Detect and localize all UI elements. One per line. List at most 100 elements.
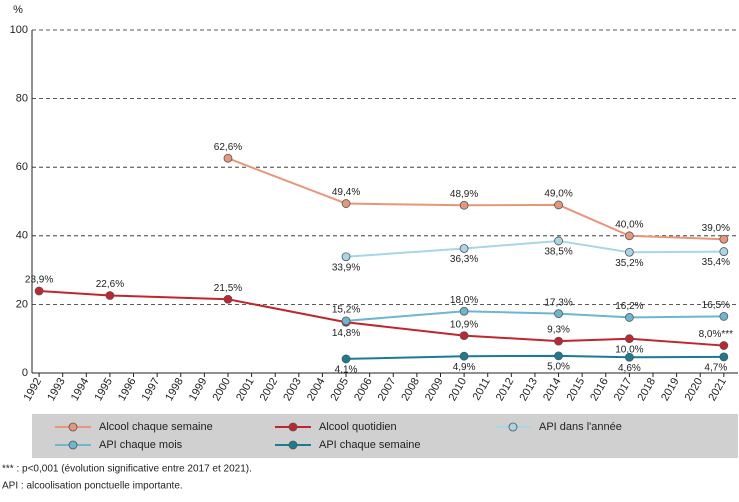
x-tick-label: 2003 <box>281 376 304 403</box>
data-label: 16,5% <box>702 300 730 311</box>
data-point <box>341 316 351 326</box>
x-tick-label: 1995 <box>92 376 115 403</box>
data-point <box>459 351 469 361</box>
data-point <box>341 252 351 262</box>
legend-marker <box>68 422 78 432</box>
x-tick-label: 1999 <box>187 376 210 403</box>
x-tick-label: 2008 <box>399 376 422 403</box>
legend-marker <box>288 440 298 450</box>
legend-label: Alcool chaque semaine <box>99 421 213 433</box>
x-tick-label: 2004 <box>305 376 328 403</box>
data-label: 4,6% <box>618 363 641 374</box>
x-tick-label: 2010 <box>447 376 470 403</box>
data-label: 18,0% <box>450 295 478 306</box>
x-tick-label: 1992 <box>22 376 45 403</box>
data-point <box>459 306 469 316</box>
data-point <box>459 200 469 210</box>
data-point <box>624 247 634 257</box>
data-label: 9,3% <box>547 325 570 336</box>
data-point <box>719 312 729 321</box>
legend-marker <box>288 422 298 432</box>
data-point <box>554 309 563 319</box>
x-tick-label: 1997 <box>140 376 163 403</box>
legend-marker <box>508 422 518 432</box>
legend-label: API chaque semaine <box>319 439 421 451</box>
data-label: 17,3% <box>544 297 572 308</box>
x-tick-label: 2018 <box>635 376 658 403</box>
data-label: 21,5% <box>214 283 242 294</box>
x-tick-label: 1998 <box>163 376 186 403</box>
data-label: 35,2% <box>615 258 643 269</box>
series-line <box>39 290 724 347</box>
data-label: 22,6% <box>96 279 124 290</box>
data-label: 48,9% <box>450 189 478 200</box>
y-tick-label: 20 <box>16 298 28 310</box>
series-line <box>346 354 724 360</box>
series-line <box>227 157 724 241</box>
data-label: 8,0%*** <box>699 329 734 340</box>
x-tick-label: 2013 <box>517 376 540 403</box>
y-tick-label: 0 <box>22 367 28 379</box>
data-point <box>624 352 634 362</box>
data-label: 33,9% <box>332 262 360 273</box>
data-label: 39,0% <box>702 223 730 234</box>
x-tick-label: 1994 <box>69 376 92 403</box>
data-point <box>719 341 729 350</box>
x-tick-label: 1996 <box>116 376 139 403</box>
footnote: API : alcoolisation ponctuelle important… <box>2 481 183 492</box>
x-tick-label: 2020 <box>683 376 706 403</box>
y-tick-label: 80 <box>16 93 28 105</box>
data-label: 35,4% <box>702 257 730 268</box>
data-point <box>459 331 469 341</box>
x-tick-label: 2019 <box>659 376 682 403</box>
x-tick-label: 2005 <box>329 376 352 403</box>
data-label: 4,7% <box>704 363 727 374</box>
y-tick-label: 40 <box>16 230 28 242</box>
x-tick-label: 2006 <box>352 376 375 403</box>
series-line <box>345 239 724 258</box>
y-unit: % <box>13 4 23 16</box>
x-tick-label: 2016 <box>588 376 611 403</box>
series-line <box>345 310 724 322</box>
data-label: 62,6% <box>214 142 242 153</box>
x-tick-label: 2007 <box>376 376 399 403</box>
y-tick-label: 100 <box>10 24 28 36</box>
data-point <box>624 231 634 241</box>
legend-box <box>32 414 738 458</box>
data-label: 14,8% <box>332 328 360 339</box>
legend-label: API dans l'année <box>539 421 622 433</box>
data-label: 36,3% <box>450 254 478 265</box>
data-label: 10,0% <box>615 344 643 355</box>
data-label: 49,4% <box>332 187 360 198</box>
data-label: 49,0% <box>544 189 572 200</box>
x-tick-label: 2014 <box>541 376 564 403</box>
data-label: 10,9% <box>450 319 478 330</box>
data-label: 38,5% <box>544 247 572 258</box>
data-point <box>341 354 351 364</box>
data-label: 4,1% <box>335 365 358 376</box>
data-point <box>554 351 563 361</box>
x-tick-label: 2002 <box>258 376 281 403</box>
data-label: 15,2% <box>332 305 360 316</box>
data-point <box>105 291 115 300</box>
data-label: 5,0% <box>547 361 570 372</box>
data-label: 4,9% <box>453 362 476 373</box>
data-point <box>554 336 563 346</box>
data-point <box>554 200 563 210</box>
x-tick-label: 2012 <box>494 376 517 403</box>
data-point <box>554 236 563 246</box>
data-point <box>341 199 351 208</box>
data-label: 23,9% <box>25 275 53 286</box>
data-point <box>34 286 44 296</box>
data-label: 40,0% <box>615 219 643 230</box>
x-tick-label: 2021 <box>706 376 729 403</box>
legend-label: Alcool quotidien <box>319 421 397 433</box>
x-tick-label: 1993 <box>45 376 68 403</box>
footnote: *** : p<0,001 (évolution significative e… <box>2 464 252 475</box>
x-tick-label: 2017 <box>612 376 635 403</box>
x-tick-label: 2011 <box>471 376 493 402</box>
data-point <box>719 247 729 256</box>
legend-marker <box>68 440 78 450</box>
data-point <box>719 234 729 244</box>
